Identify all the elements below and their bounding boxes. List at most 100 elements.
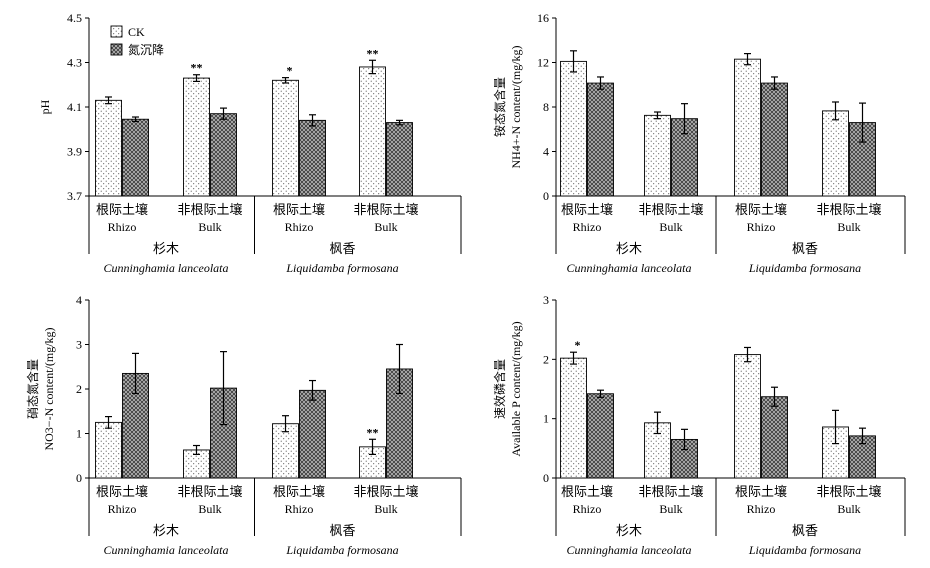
category-label-en: Bulk — [198, 502, 221, 516]
chart-panel-3: 0 1 2 3 4 硝态氮含量 NO3−-N content/(mg/kg) 根际土壤 Rhiz… — [25, 293, 462, 557]
category-label-en: Rhizo — [108, 220, 137, 234]
significance-mark: ** — [191, 61, 203, 75]
bar-n-deposition — [122, 118, 149, 197]
y-tick-label: 4 — [543, 145, 549, 159]
y-tick-label: 2 — [76, 382, 82, 396]
category-label-cn: 非根际土壤 — [816, 202, 881, 217]
bar-ck — [644, 114, 671, 197]
category-label-en: Rhizo — [285, 220, 314, 234]
bar-n-deposition — [587, 82, 614, 197]
group-label-en: Liquidamba formosana — [748, 543, 861, 557]
group-label-en: Cunninghamia lanceolata — [104, 261, 229, 275]
category-label-cn: 非根际土壤 — [816, 484, 881, 499]
bar-ck — [734, 354, 761, 479]
group-label-en: Cunninghamia lanceolata — [567, 261, 692, 275]
y-axis-label-en: Available P content/(mg/kg) — [509, 321, 523, 456]
category-label-en: Bulk — [659, 502, 682, 516]
y-tick-label: 0 — [543, 471, 549, 485]
y-tick-label: 3.9 — [67, 145, 82, 159]
y-tick-label: 3 — [76, 338, 82, 352]
category-label-cn: 根际土壤 — [561, 202, 613, 217]
group-label-cn: 枫香 — [792, 241, 818, 256]
bar-n-deposition — [587, 393, 614, 479]
bar-ck — [95, 421, 122, 479]
category-label-cn: 根际土壤 — [273, 484, 325, 499]
group-label-cn: 枫香 — [792, 523, 818, 538]
bar-n-deposition — [761, 82, 788, 197]
y-axis-label-en: NH4+-N content/(mg/kg) — [509, 45, 523, 168]
legend-label-2: 氮沉降 — [128, 42, 164, 57]
category-label-en: Rhizo — [747, 220, 776, 234]
bar-ck — [560, 60, 587, 197]
y-tick-label: 1 — [76, 427, 82, 441]
y-tick-label: 2 — [543, 352, 549, 366]
bar-n-deposition — [210, 113, 237, 197]
category-label-en: Bulk — [659, 220, 682, 234]
category-label-cn: 根际土壤 — [561, 484, 613, 499]
bar-n-deposition — [299, 119, 326, 197]
y-tick-label: 3.7 — [67, 189, 82, 203]
y-tick-label: 8 — [543, 100, 549, 114]
legend-swatch-2 — [110, 43, 123, 56]
y-axis-label-en: NO3−-N content/(mg/kg) — [42, 327, 56, 450]
bar-n-deposition — [386, 122, 413, 197]
legend: CK 氮沉降 — [110, 25, 164, 57]
bar-ck — [734, 58, 761, 197]
y-axis-label: 硝态氮含量 — [25, 359, 40, 419]
category-label-cn: 非根际土壤 — [353, 484, 418, 499]
group-label-cn: 杉木 — [616, 523, 642, 538]
significance-mark: * — [575, 338, 581, 352]
significance-mark: ** — [367, 46, 379, 60]
category-label-cn: 根际土壤 — [96, 484, 148, 499]
legend-swatch-1 — [110, 25, 123, 38]
bar-n-deposition — [299, 389, 326, 479]
y-tick-label: 4 — [76, 293, 82, 307]
group-label-cn: 杉木 — [153, 241, 179, 256]
chart-panel-1: 3.7 3.9 4.1 4.3 4.5 pH 根际土壤 Rhizo ** 非根际土壤 Bulk * 根际… — [38, 11, 462, 275]
category-label-en: Rhizo — [573, 502, 602, 516]
category-label-en: Bulk — [374, 220, 397, 234]
category-label-cn: 非根际土壤 — [177, 484, 242, 499]
category-label-en: Rhizo — [108, 502, 137, 516]
bar-ck — [95, 99, 122, 197]
category-label-en: Rhizo — [747, 502, 776, 516]
legend-label-1: CK — [128, 25, 145, 39]
category-label-cn: 非根际土壤 — [638, 202, 703, 217]
significance-mark: ** — [367, 425, 379, 439]
group-label-en: Liquidamba formosana — [285, 543, 398, 557]
chart-panel-2: 0 4 8 12 16 铵态氮含量 NH4+-N content/(mg/kg) 根际土壤 Rh… — [492, 11, 906, 275]
y-tick-label: 4.5 — [67, 11, 82, 25]
category-label-cn: 根际土壤 — [735, 202, 787, 217]
bar-ck — [183, 77, 210, 197]
y-tick-label: 12 — [537, 56, 549, 70]
y-tick-label: 0 — [76, 471, 82, 485]
bar-n-deposition — [761, 396, 788, 479]
bar-ck — [272, 423, 299, 479]
category-label-en: Bulk — [837, 502, 860, 516]
group-label-en: Liquidamba formosana — [748, 261, 861, 275]
bar-ck — [822, 110, 849, 197]
group-label-en: Liquidamba formosana — [285, 261, 398, 275]
y-axis-label: pH — [38, 99, 52, 114]
category-label-cn: 非根际土壤 — [638, 484, 703, 499]
y-tick-label: 16 — [537, 11, 549, 25]
category-label-en: Rhizo — [573, 220, 602, 234]
category-label-cn: 根际土壤 — [735, 484, 787, 499]
chart-panel-4: 0 1 2 3 速效磷含量 Available P content/(mg/kg) * 根际土… — [492, 293, 906, 557]
group-label-en: Cunninghamia lanceolata — [104, 543, 229, 557]
y-tick-label: 4.3 — [67, 56, 82, 70]
category-label-cn: 根际土壤 — [96, 202, 148, 217]
bar-ck — [359, 66, 386, 197]
y-tick-label: 3 — [543, 293, 549, 307]
group-label-cn: 杉木 — [153, 523, 179, 538]
group-label-cn: 枫香 — [329, 241, 355, 256]
category-label-en: Bulk — [198, 220, 221, 234]
y-tick-label: 0 — [543, 189, 549, 203]
group-label-cn: 枫香 — [329, 523, 355, 538]
bar-ck — [272, 79, 299, 197]
category-label-en: Bulk — [374, 502, 397, 516]
group-label-cn: 杉木 — [616, 241, 642, 256]
bar-ck — [560, 357, 587, 479]
group-label-en: Cunninghamia lanceolata — [567, 543, 692, 557]
